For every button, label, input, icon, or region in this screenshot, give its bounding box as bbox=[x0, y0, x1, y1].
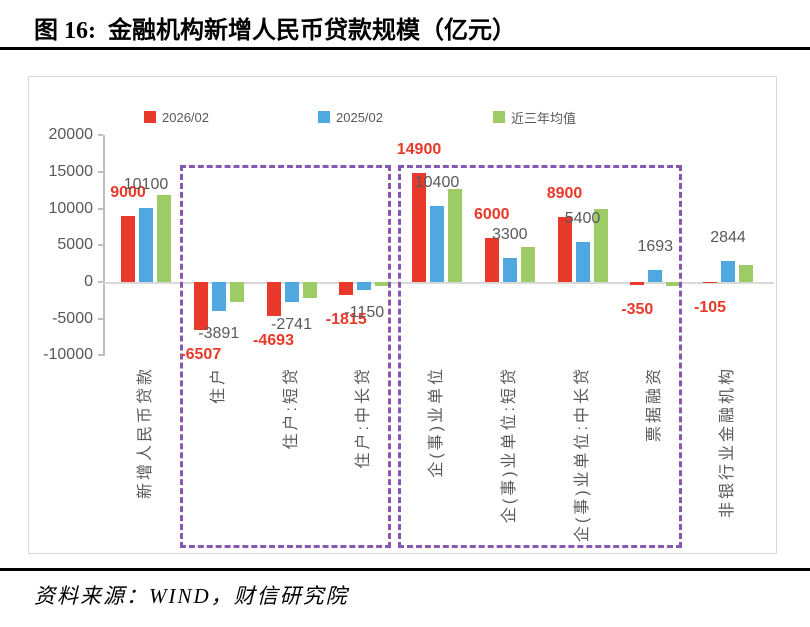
data-label-red: 6000 bbox=[473, 206, 510, 223]
y-axis-tick bbox=[98, 134, 103, 137]
bar bbox=[139, 207, 153, 282]
annotation-dashed-box bbox=[179, 165, 392, 548]
data-label-red: -1815 bbox=[325, 311, 367, 329]
zero-axis-line bbox=[103, 282, 774, 284]
bar bbox=[157, 195, 171, 282]
bar bbox=[557, 216, 572, 282]
bar bbox=[266, 282, 281, 317]
data-label-gray: -3891 bbox=[198, 324, 240, 342]
figure-title: 图 16: 金融机构新增人民币贷款规模（亿元） bbox=[34, 18, 516, 44]
bar bbox=[121, 216, 135, 282]
y-axis-tick-label: 5000 bbox=[57, 236, 93, 254]
bar bbox=[739, 265, 753, 282]
data-label-gray: -1150 bbox=[344, 304, 385, 322]
y-axis-tick-label: 0 bbox=[84, 273, 93, 290]
bar bbox=[666, 282, 681, 287]
legend-swatch-green bbox=[493, 111, 505, 123]
legend-swatch-red bbox=[144, 111, 156, 123]
legend-swatch-blue bbox=[318, 111, 330, 123]
bar bbox=[412, 172, 426, 282]
bar bbox=[211, 282, 226, 311]
data-label-red: -4693 bbox=[253, 332, 294, 350]
category-label: 新增人民币贷款 bbox=[137, 366, 154, 500]
y-axis-tick-label: -5000 bbox=[52, 309, 93, 327]
data-label-red: -350 bbox=[621, 300, 654, 318]
data-label-red: 9000 bbox=[110, 184, 146, 201]
bar bbox=[193, 282, 208, 330]
y-axis-tick-label: -10000 bbox=[43, 346, 93, 364]
data-label-red: -105 bbox=[693, 299, 727, 316]
bar bbox=[703, 282, 717, 283]
legend-label: 2025/02 bbox=[336, 109, 383, 125]
y-axis-tick-label: 15000 bbox=[48, 163, 94, 180]
bar bbox=[357, 282, 372, 291]
bottom-rule bbox=[0, 568, 810, 571]
bar bbox=[575, 242, 590, 282]
data-label-gray: 10400 bbox=[414, 173, 460, 191]
y-axis-tick bbox=[98, 281, 103, 283]
y-axis-tick bbox=[98, 354, 103, 357]
top-rule bbox=[0, 47, 810, 50]
bar bbox=[229, 282, 244, 302]
data-label-gray: -2741 bbox=[271, 316, 312, 334]
y-axis-tick bbox=[98, 171, 103, 173]
bar bbox=[302, 282, 317, 299]
bar bbox=[648, 269, 663, 282]
data-label-red: 8900 bbox=[546, 184, 583, 202]
bar bbox=[630, 282, 645, 285]
bar bbox=[520, 246, 535, 282]
data-label-red: -6507 bbox=[180, 345, 222, 363]
bar bbox=[448, 188, 462, 282]
y-axis-tick bbox=[98, 244, 103, 247]
y-axis-tick bbox=[98, 207, 103, 210]
bar bbox=[502, 257, 517, 282]
data-label-gray: 5400 bbox=[564, 210, 601, 228]
y-axis-tick-label: 20000 bbox=[48, 126, 94, 144]
data-label-gray: 10100 bbox=[123, 175, 169, 193]
bar bbox=[484, 238, 499, 282]
bar bbox=[430, 205, 444, 282]
data-label-red: 14900 bbox=[396, 140, 442, 158]
legend-label: 近三年均值 bbox=[511, 110, 577, 126]
data-label-gray: 2844 bbox=[710, 229, 746, 247]
bar bbox=[593, 209, 608, 282]
bar bbox=[721, 261, 735, 282]
y-axis-line bbox=[103, 135, 105, 356]
legend-item: 近三年均值 bbox=[493, 110, 577, 126]
y-axis-tick bbox=[98, 317, 103, 320]
bar bbox=[284, 282, 299, 303]
data-label-gray: 3300 bbox=[491, 225, 528, 243]
legend-label: 2026/02 bbox=[162, 109, 209, 125]
legend-item: 2025/02 bbox=[318, 109, 383, 125]
chart-card: 2026/02 2025/02 近三年均值 20000 15000 10000 5000 0… bbox=[28, 76, 777, 554]
data-label-gray: 1693 bbox=[637, 237, 674, 255]
bar bbox=[339, 282, 354, 296]
legend-item: 2026/02 bbox=[144, 109, 209, 125]
category-label: 非银行业金融机构 bbox=[719, 366, 736, 519]
bar bbox=[375, 282, 390, 287]
source-note: 资料来源：WIND，财信研究院 bbox=[34, 584, 349, 608]
y-axis-tick-label: 10000 bbox=[48, 199, 94, 217]
annotation-dashed-box bbox=[398, 165, 683, 548]
